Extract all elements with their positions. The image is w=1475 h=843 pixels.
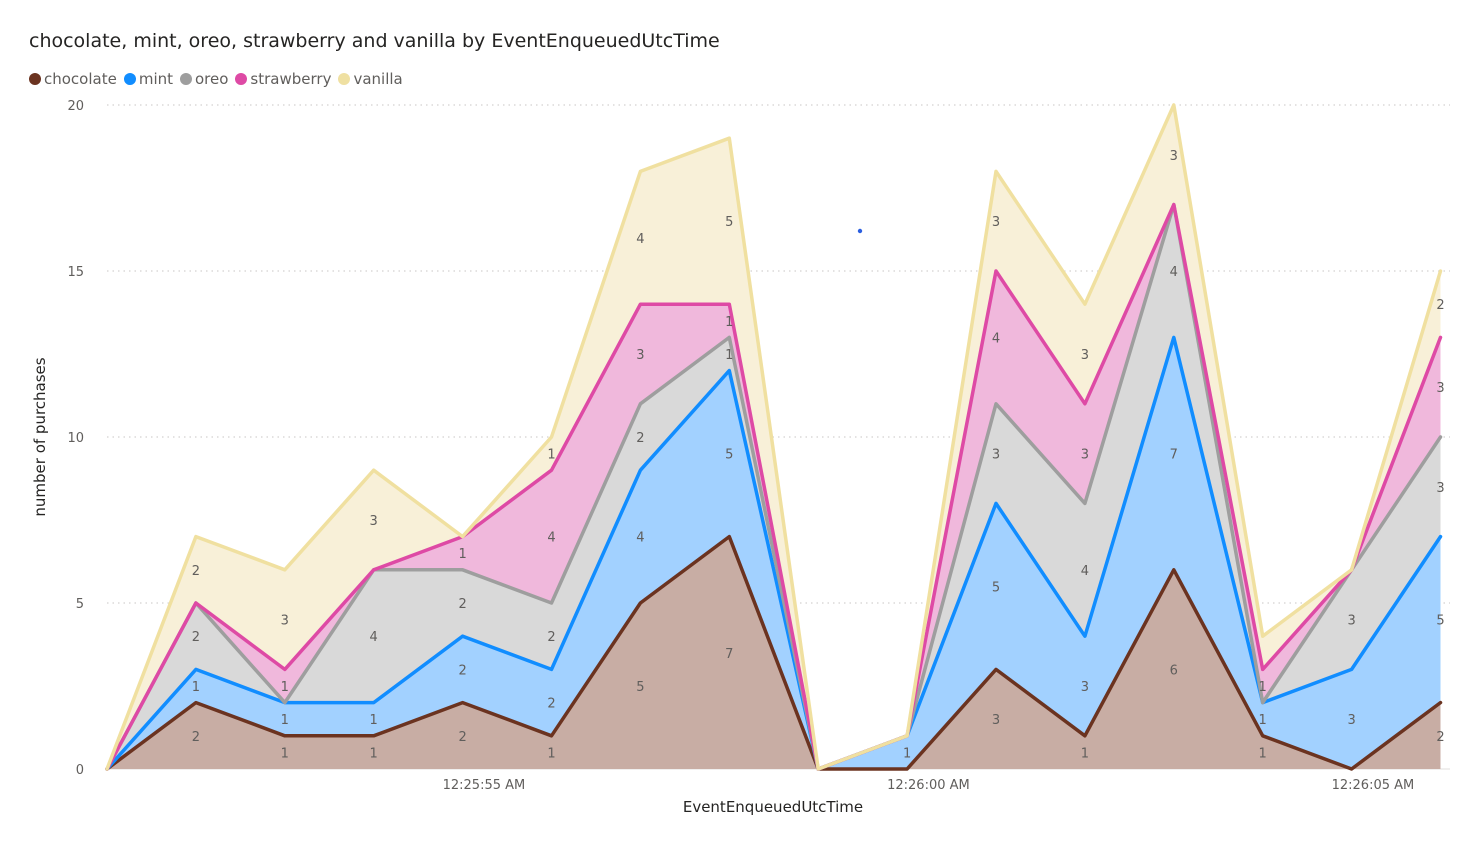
- data-label-mint: 1: [192, 680, 200, 695]
- legend-label-mint: mint: [138, 70, 173, 88]
- line-strawberry[interactable]: [105, 202, 1443, 771]
- x-tick-label: 12:26:05 AM: [1332, 778, 1415, 793]
- data-label-strawberry: 1: [725, 315, 733, 330]
- series-lines: [105, 103, 1443, 771]
- data-label-chocolate: 5: [636, 680, 644, 695]
- data-label-oreo: 4: [1081, 564, 1089, 579]
- data-label-oreo: 3: [1347, 614, 1355, 629]
- data-label-strawberry: 4: [992, 331, 1000, 346]
- area-vanilla: [107, 105, 1441, 769]
- legend-label-chocolate: chocolate: [44, 70, 117, 88]
- data-label-chocolate: 1: [370, 746, 378, 761]
- data-label-mint: 4: [636, 531, 644, 546]
- data-label-chocolate: 2: [458, 730, 466, 745]
- data-label-mint: 3: [1081, 680, 1089, 695]
- data-label-mint: 7: [1170, 448, 1178, 463]
- data-label-mint: 1: [370, 713, 378, 728]
- y-axis-title: number of purchases: [31, 357, 49, 516]
- y-tick-label: 20: [67, 99, 84, 114]
- data-label-vanilla: 4: [636, 232, 644, 247]
- data-label-strawberry: 4: [547, 531, 555, 546]
- data-label-oreo: 4: [1170, 265, 1178, 280]
- legend-item-mint[interactable]: mint: [123, 70, 173, 88]
- legend-label-strawberry: strawberry: [250, 70, 332, 88]
- data-label-chocolate: 1: [281, 746, 289, 761]
- data-label-oreo: 3: [1436, 481, 1444, 496]
- legend-label-vanilla: vanilla: [353, 70, 403, 88]
- data-label-chocolate: 7: [725, 647, 733, 662]
- data-label-oreo: 2: [547, 630, 555, 645]
- area-oreo: [107, 204, 1441, 770]
- data-label-mint: 1: [903, 746, 911, 761]
- y-tick-label: 15: [67, 265, 84, 280]
- data-label-chocolate: 6: [1170, 663, 1178, 678]
- data-label-mint: 3: [1347, 713, 1355, 728]
- data-label-oreo: 1: [725, 348, 733, 363]
- data-label-chocolate: 1: [1081, 746, 1089, 761]
- data-label-vanilla: 2: [1436, 298, 1444, 313]
- line-oreo[interactable]: [105, 202, 1443, 771]
- data-label-strawberry: 1: [458, 547, 466, 562]
- legend-item-strawberry[interactable]: strawberry: [235, 70, 331, 88]
- data-label-mint: 1: [281, 713, 289, 728]
- line-vanilla[interactable]: [105, 103, 1443, 771]
- data-label-mint: 5: [992, 580, 1000, 595]
- stray-point-marker: [857, 228, 863, 234]
- legend-marker-vanilla: [338, 73, 351, 85]
- x-tick-label: 12:26:00 AM: [887, 778, 970, 793]
- y-tick-label: 10: [67, 431, 84, 446]
- x-axis-title: EventEnqueuedUtcTime: [683, 798, 863, 816]
- data-label-mint: 2: [547, 697, 555, 712]
- data-label-chocolate: 3: [992, 713, 1000, 728]
- legend-marker-mint: [123, 73, 136, 85]
- legend[interactable]: chocolate mint oreo strawberry vanilla: [29, 68, 410, 90]
- legend-item-vanilla[interactable]: vanilla: [338, 70, 403, 88]
- data-label-vanilla: 1: [547, 448, 555, 463]
- data-label-strawberry: 3: [1081, 448, 1089, 463]
- data-label-chocolate: 1: [547, 746, 555, 761]
- legend-marker-chocolate: [29, 73, 41, 85]
- data-label-vanilla: 5: [725, 215, 733, 230]
- x-tick-label: 12:25:55 AM: [443, 778, 526, 793]
- legend-item-chocolate[interactable]: chocolate: [29, 70, 117, 88]
- legend-marker-oreo: [180, 73, 192, 85]
- area-mint: [107, 337, 1441, 769]
- data-label-mint: 5: [725, 448, 733, 463]
- data-label-vanilla: 3: [1081, 348, 1089, 363]
- line-chocolate[interactable]: [105, 534, 1443, 771]
- data-label-mint: 5: [1436, 614, 1444, 629]
- data-label-oreo: 2: [192, 630, 200, 645]
- data-label-vanilla: 2: [192, 564, 200, 579]
- data-label-strawberry: 1: [1259, 680, 1267, 695]
- data-label-strawberry: 3: [636, 348, 644, 363]
- data-label-mint: 2: [458, 663, 466, 678]
- legend-label-oreo: oreo: [195, 70, 229, 88]
- line-mint[interactable]: [105, 335, 1443, 771]
- data-labels: 2 1 1 2 1 5 7 3 1 6 1 2 1 1 1 2 2 4 5 1 5 3 7 1 3 5 2 4 2 2 2 1 3 4 4 3 3 1 1 4…: [192, 149, 1445, 762]
- data-label-vanilla: 3: [992, 215, 1000, 230]
- legend-marker-strawberry: [235, 73, 248, 85]
- data-label-chocolate: 2: [192, 730, 200, 745]
- data-label-vanilla: 3: [1170, 149, 1178, 164]
- data-label-oreo: 3: [992, 448, 1000, 463]
- legend-item-oreo[interactable]: oreo: [180, 70, 228, 88]
- data-label-chocolate: 2: [1436, 730, 1444, 745]
- data-label-oreo: 4: [370, 630, 378, 645]
- data-label-oreo: 2: [458, 597, 466, 612]
- data-label-mint: 1: [1259, 713, 1267, 728]
- data-label-vanilla: 3: [281, 614, 289, 629]
- data-label-strawberry: 3: [1436, 381, 1444, 396]
- chart-title: chocolate, mint, oreo, strawberry and va…: [29, 30, 720, 52]
- data-label-oreo: 2: [636, 431, 644, 446]
- y-tick-label: 0: [76, 763, 84, 778]
- data-label-chocolate: 1: [1259, 746, 1267, 761]
- y-tick-label: 5: [76, 597, 84, 612]
- data-label-strawberry: 1: [281, 680, 289, 695]
- data-label-vanilla: 3: [370, 514, 378, 529]
